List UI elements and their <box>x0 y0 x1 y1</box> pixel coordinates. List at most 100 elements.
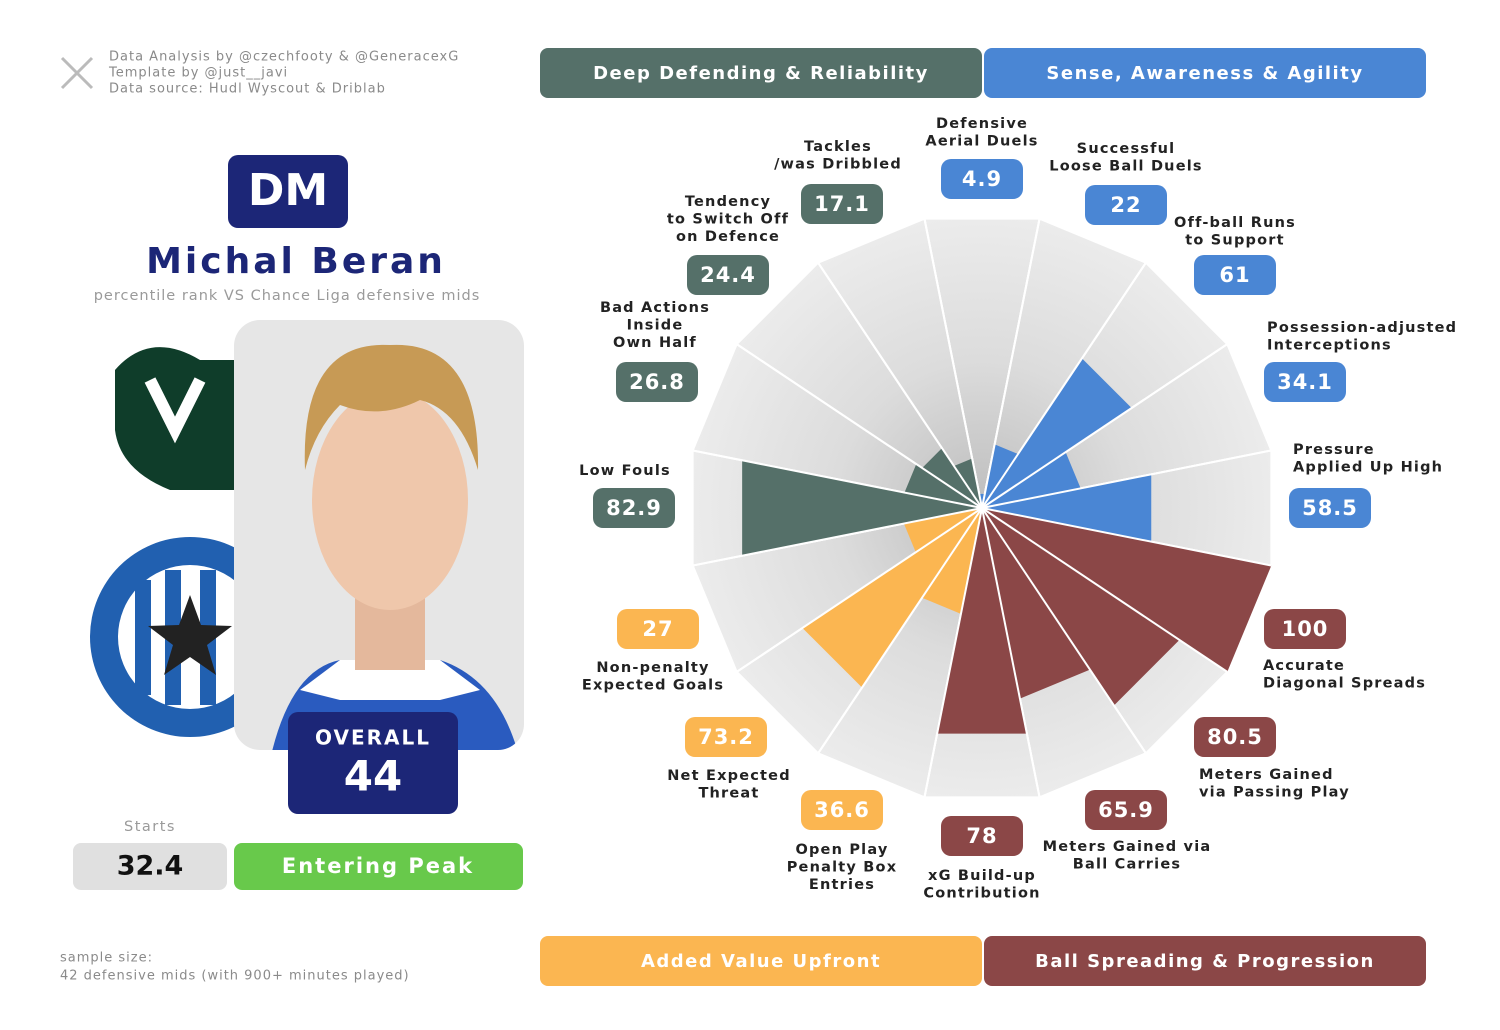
value-label: 34.1 <box>1277 370 1333 394</box>
value-badge <box>1085 185 1167 225</box>
slice <box>982 508 1180 706</box>
group-header <box>984 48 1426 98</box>
category-label: Low Fouls <box>579 463 671 479</box>
slice-divider <box>692 449 983 509</box>
slice-divider <box>981 507 1272 567</box>
sample-note: 42 defensive mids (with 900+ minutes pla… <box>60 969 410 984</box>
category-label: Tendency <box>685 194 771 210</box>
value-badge <box>941 159 1023 199</box>
category-label: Meters Gained via <box>1043 839 1212 855</box>
category-label: Bad Actions <box>600 300 710 316</box>
category-label: Expected Goals <box>582 678 724 694</box>
category-label: Own Half <box>613 335 697 351</box>
category-label: Possession-adjusted <box>1267 320 1457 336</box>
overall-box <box>288 712 458 814</box>
slice-divider <box>817 262 983 509</box>
group-header <box>540 936 982 986</box>
group-title: Ball Spreading & Progression <box>1035 951 1375 972</box>
slice <box>802 508 982 688</box>
overall-label: OVERALL <box>315 726 431 750</box>
overall-value: 44 <box>344 752 402 801</box>
slice <box>953 458 982 508</box>
category-label: on Defence <box>676 229 780 245</box>
value-label: 22 <box>1110 193 1141 217</box>
player-name: Michal Beran <box>146 241 446 282</box>
player-photo <box>234 320 524 750</box>
slice-divider <box>981 507 1041 798</box>
slice-divider <box>981 343 1228 509</box>
value-label: 65.9 <box>1098 798 1154 822</box>
category-label: Pressure <box>1293 442 1375 458</box>
pizza-chart: Deep Defending & Reliability Sense, Aware… <box>540 48 1457 986</box>
value-badge <box>593 488 675 528</box>
group-title: Sense, Awareness & Agility <box>1046 63 1363 84</box>
value-label: 26.8 <box>629 370 685 394</box>
category-label: Net Expected <box>667 768 791 784</box>
value-badge <box>1085 790 1167 830</box>
value-label: 24.4 <box>700 263 756 287</box>
value-badge <box>616 362 698 402</box>
slice-divider <box>981 262 1147 509</box>
value-label: 80.5 <box>1207 725 1263 749</box>
starts-box <box>73 843 227 890</box>
group-title: Added Value Upfront <box>641 951 881 972</box>
slice <box>742 460 982 556</box>
slice-divider <box>981 218 1041 509</box>
value-badge <box>617 609 699 649</box>
status: Entering Peak <box>282 854 474 878</box>
sample-note: sample size: <box>60 951 153 966</box>
group-title: Deep Defending & Reliability <box>593 63 929 84</box>
group-header <box>984 936 1426 986</box>
group-header <box>540 48 982 98</box>
category-label: to Switch Off <box>667 212 789 228</box>
category-label: Threat <box>698 786 759 802</box>
value-badge <box>685 717 767 757</box>
value-badge <box>1194 717 1276 757</box>
slice <box>937 508 1027 734</box>
category-label: Non-penalty <box>596 660 709 676</box>
slice-divider <box>923 218 983 509</box>
starts-value: 32.4 <box>117 851 184 882</box>
slice <box>903 508 982 553</box>
slice-divider <box>981 449 1272 509</box>
category-label: Diagonal Spreads <box>1263 676 1426 692</box>
category-label: via Passing Play <box>1199 785 1350 801</box>
value-badge <box>687 255 769 295</box>
value-label: 17.1 <box>814 192 870 216</box>
category-label: Aerial Duels <box>925 134 1038 150</box>
slice-divider <box>736 507 983 673</box>
value-label: 82.9 <box>606 496 662 520</box>
value-label: 73.2 <box>698 725 754 749</box>
value-badge <box>1194 255 1276 295</box>
category-label: Ball Carries <box>1073 857 1181 873</box>
category-label: Entries <box>809 877 875 893</box>
category-label: Interceptions <box>1267 338 1392 354</box>
value-label: 61 <box>1219 263 1250 287</box>
value-badge <box>941 816 1023 856</box>
category-label: Contribution <box>923 886 1040 902</box>
value-label: 78 <box>966 824 997 848</box>
value-badge <box>1289 488 1371 528</box>
slice <box>922 448 982 508</box>
category-label: xG Build-up <box>928 868 1036 884</box>
category-label: Meters Gained <box>1199 767 1334 783</box>
category-label: Defensive <box>936 116 1028 132</box>
slice <box>982 508 1091 699</box>
value-badge <box>801 184 883 224</box>
slice <box>982 508 1272 672</box>
slice-divider <box>736 343 983 509</box>
category-label: Penalty Box <box>787 860 898 876</box>
position: DM <box>248 165 328 216</box>
x-logo <box>60 56 94 90</box>
category-label: Off-ball Runs <box>1174 215 1296 231</box>
category-label: Applied Up High <box>1293 460 1443 476</box>
value-label: 36.6 <box>814 798 870 822</box>
credit: Template by @just__javi <box>108 66 288 81</box>
starts-label: Starts <box>124 819 176 835</box>
value-label: 27 <box>642 617 673 641</box>
slice-divider <box>981 507 1228 673</box>
credit: Data Analysis by @czechfooty & @Generace… <box>109 50 459 65</box>
value-badge <box>1264 609 1346 649</box>
credit: Data source: Hudl Wyscout & Driblab <box>109 82 386 97</box>
